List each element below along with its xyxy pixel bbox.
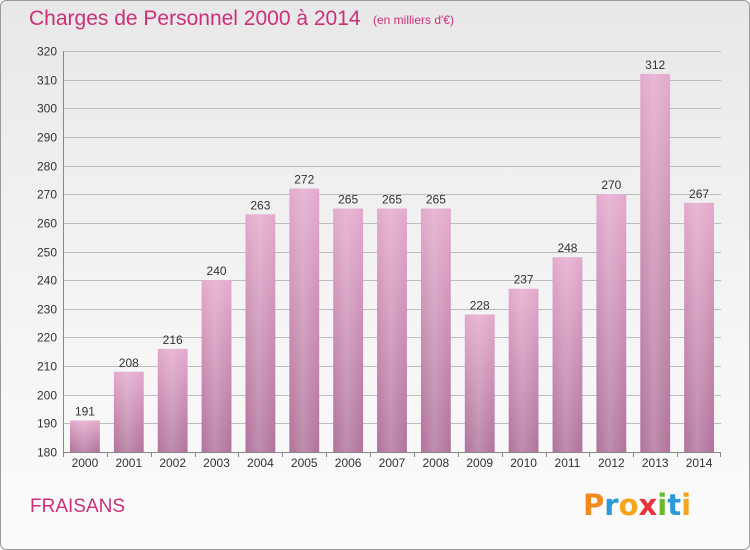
y-tick-label: 220 xyxy=(37,331,57,345)
x-tick-label: 2012 xyxy=(598,456,625,470)
bar-highlight xyxy=(508,288,539,452)
chart-title: Charges de Personnel 2000 à 2014 xyxy=(29,7,361,30)
bar-highlight xyxy=(113,371,144,452)
x-tick-label: 2010 xyxy=(510,456,537,470)
bar-value-label: 272 xyxy=(294,172,314,186)
bar-value-label: 312 xyxy=(645,58,665,72)
y-tick-label: 190 xyxy=(37,417,57,431)
y-tick-label: 280 xyxy=(37,160,57,174)
bar-highlight xyxy=(377,208,407,452)
y-tick-label: 260 xyxy=(37,217,57,231)
logo-letter: r xyxy=(604,488,619,522)
y-tick-label: 300 xyxy=(37,102,57,116)
bar-value-label: 265 xyxy=(426,193,446,207)
y-tick-label: 200 xyxy=(37,389,57,403)
y-tick-label: 180 xyxy=(37,446,57,460)
proxiti-logo[interactable]: Proxiti xyxy=(583,488,691,522)
logo-letter: t xyxy=(667,488,682,522)
y-tick-label: 290 xyxy=(37,131,57,145)
bar-value-label: 228 xyxy=(470,299,490,313)
y-tick-label: 250 xyxy=(37,246,57,260)
bar-value-label: 208 xyxy=(119,356,139,370)
bar-value-label: 191 xyxy=(75,404,95,418)
x-tick-label: 2006 xyxy=(335,456,362,470)
x-tick-label: 2001 xyxy=(115,456,142,470)
y-tick-label: 310 xyxy=(37,74,57,88)
y-tick-label: 320 xyxy=(37,45,57,59)
bar-value-label: 216 xyxy=(163,333,183,347)
bar-highlight xyxy=(157,348,188,452)
x-tick-label: 2007 xyxy=(379,456,406,470)
x-tick-label: 2014 xyxy=(686,456,713,470)
bar-highlight xyxy=(552,257,583,452)
logo-letter: i xyxy=(681,488,692,522)
bar-highlight xyxy=(464,314,495,452)
bar-highlight xyxy=(70,420,100,452)
logo-letter: P xyxy=(583,488,605,522)
x-tick-label: 2011 xyxy=(555,456,581,470)
x-tick-label: 2008 xyxy=(423,456,450,470)
bar-value-label: 248 xyxy=(557,241,577,255)
bar-highlight xyxy=(245,214,276,452)
bar-highlight xyxy=(289,188,320,452)
bar-value-label: 237 xyxy=(514,273,534,287)
bar-value-label: 263 xyxy=(250,198,270,212)
bar-highlight xyxy=(420,208,451,452)
axis-layer: 180 190 200 210 220 230 240 250 260 270 280 290 300 3… xyxy=(37,45,721,470)
commune-name: FRAISANS xyxy=(30,496,126,517)
bar-value-label: 267 xyxy=(689,187,709,201)
y-tick-label: 270 xyxy=(37,188,57,202)
chart-subtitle: (en milliers d'€) xyxy=(373,13,454,27)
logo-letter: o xyxy=(618,488,639,522)
x-tick-label: 2009 xyxy=(466,456,493,470)
labels-layer: 191 208 216 240 263 272 265 265 265 228 237 248 270 3… xyxy=(75,58,709,419)
logo-letter: x xyxy=(638,488,658,522)
bar-highlight xyxy=(684,202,714,452)
bar-highlight xyxy=(640,73,671,453)
y-tick-label: 210 xyxy=(37,360,57,374)
y-tick-label: 230 xyxy=(37,303,57,317)
bar-highlight xyxy=(596,194,627,452)
bar-value-label: 265 xyxy=(382,193,402,207)
y-tick-label: 240 xyxy=(37,274,57,288)
bar-value-label: 270 xyxy=(601,178,621,192)
x-tick-label: 2003 xyxy=(203,456,230,470)
bar-value-label: 240 xyxy=(207,264,227,278)
logo-letter: i xyxy=(657,488,668,522)
bars-layer xyxy=(70,73,714,453)
x-tick-label: 2004 xyxy=(247,456,274,470)
bar-highlight xyxy=(333,208,364,452)
x-tick-label: 2005 xyxy=(291,456,318,470)
bar-value-label: 265 xyxy=(338,193,358,207)
x-tick-label: 2000 xyxy=(72,456,99,470)
bar-highlight xyxy=(201,280,232,452)
x-tick-label: 2002 xyxy=(159,456,186,470)
x-tick-label: 2013 xyxy=(642,456,669,470)
